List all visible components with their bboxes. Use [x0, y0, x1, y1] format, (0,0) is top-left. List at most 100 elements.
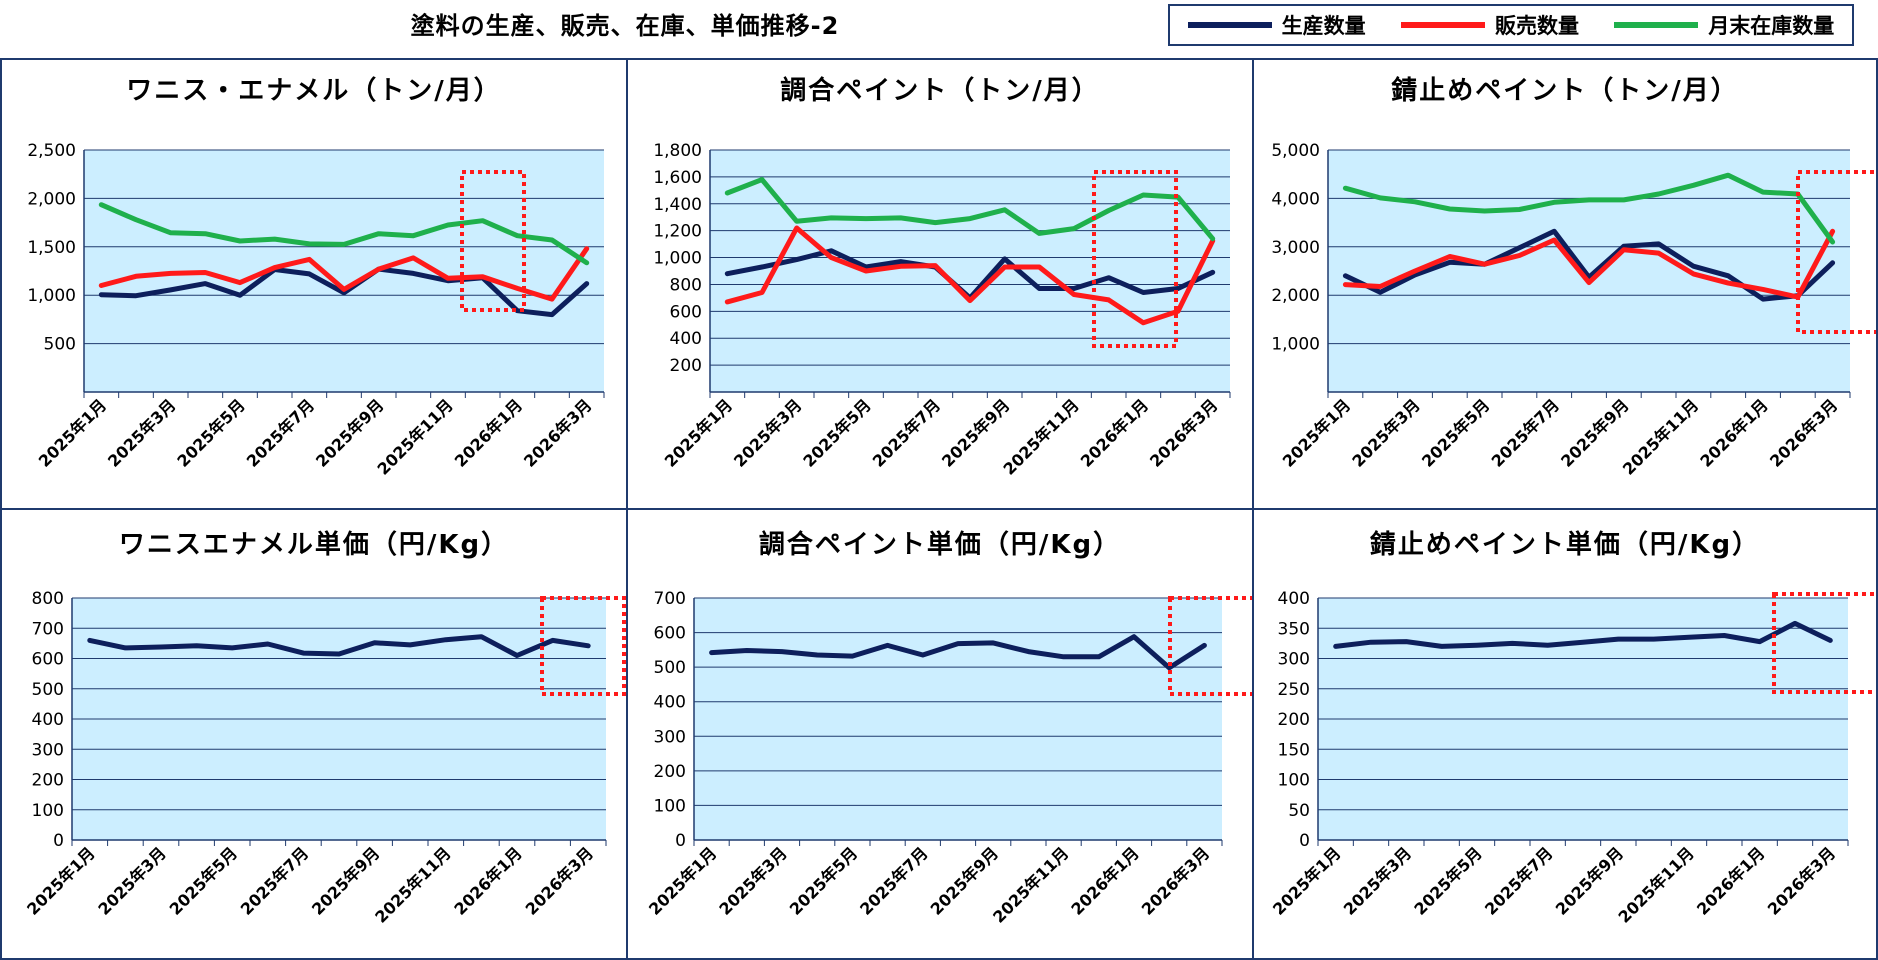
x-tick-label: 2026年1月	[451, 395, 526, 470]
x-tick-label: 2025年9月	[1557, 395, 1632, 470]
y-tick-label: 300	[1278, 650, 1310, 670]
x-tick-label: 2025年1月	[35, 395, 110, 470]
y-tick-label: 0	[675, 831, 686, 851]
legend-label-sales: 販売数量	[1494, 14, 1579, 38]
series-line	[709, 634, 1207, 671]
x-tick-label: 2025年7月	[856, 843, 931, 918]
chart-title: 錆止めペイント（トン/月）	[1391, 76, 1739, 106]
x-tick-label: 2026年3月	[522, 843, 597, 918]
x-tick-label: 2026年3月	[520, 395, 595, 470]
y-tick-label: 1,500	[27, 238, 76, 258]
x-tick-label: 2025年11月	[989, 843, 1072, 926]
x-tick-label: 2025年7月	[243, 395, 318, 470]
chart-panel-varnish-price: ワニスエナメル単価（円/Kg） 0 100 200 300 400 500 600 700 80…	[2, 510, 628, 958]
x-tick-label: 2025年11月	[1615, 843, 1698, 926]
plot-area	[1328, 150, 1850, 392]
y-tick-label: 2,000	[27, 189, 76, 209]
x-tick-label: 2026年1月	[1696, 395, 1771, 470]
x-tick-label: 2025年5月	[173, 395, 248, 470]
chart-title: 調合ペイント単価（円/Kg）	[758, 530, 1122, 560]
highlight-box	[540, 596, 626, 696]
x-tick-label: 2025年1月	[1279, 395, 1354, 470]
chart-blended-volume: 200 400 600 800 1,000 1,200 1,400 1,600 1,800 202…	[653, 141, 1231, 479]
series-line	[724, 177, 1216, 242]
y-tick-label: 150	[1278, 740, 1310, 760]
chart-title: 錆止めペイント単価（円/Kg）	[1369, 530, 1761, 560]
legend-swatch-sales	[1400, 22, 1485, 28]
x-tick-label: 2025年9月	[308, 843, 383, 918]
x-tick-label: 2025年7月	[869, 395, 944, 470]
y-tick-label: 200	[670, 356, 702, 376]
y-tick-label: 2,500	[27, 141, 76, 161]
x-tick-label: 2026年1月	[450, 843, 525, 918]
series-line	[1342, 228, 1836, 300]
y-tick-label: 4,000	[1271, 189, 1320, 209]
x-tick-label: 2026年3月	[1138, 843, 1213, 918]
y-tick-label: 300	[32, 740, 64, 760]
y-tick-label: 0	[53, 831, 64, 851]
y-tick-label: 50	[1288, 801, 1310, 821]
chart-varnish-price: 01002003004005006007008002025年1月2025年3月2…	[23, 589, 626, 927]
y-tick-label: 0	[1299, 831, 1310, 851]
y-tick-label: 800	[32, 589, 64, 609]
x-tick-label: 2025年3月	[715, 843, 790, 918]
chart-blended-price: 01002003004005006007002025年1月2025年3月2025…	[645, 589, 1252, 927]
x-tick-label: 2025年5月	[166, 843, 241, 918]
y-tick-label: 200	[1278, 710, 1310, 730]
legend-label-inventory: 月末在庫数量	[1708, 14, 1835, 38]
y-tick-label: 700	[32, 619, 64, 639]
plot-area	[694, 598, 1222, 840]
x-tick-label: 2026年3月	[1146, 395, 1221, 470]
x-tick-label: 2025年5月	[786, 843, 861, 918]
y-tick-label: 250	[1278, 680, 1310, 700]
x-tick-label: 2025年3月	[94, 843, 169, 918]
x-tick-label: 2025年9月	[938, 395, 1013, 470]
y-tick-label: 500	[654, 658, 686, 678]
highlight-box	[460, 170, 526, 312]
highlight-box	[1168, 596, 1252, 696]
y-tick-label: 350	[1278, 619, 1310, 639]
chart-panel-rustproof-price: 錆止めペイント単価（円/Kg） 0 50 100 150 200 250 300 350 400…	[1254, 510, 1876, 958]
y-tick-label: 400	[1278, 589, 1310, 609]
chart-grid: ワニス・エナメル（トン/月） 500 1,000 1,500 2,000 2,500 20…	[0, 58, 1878, 960]
x-tick-label: 2025年11月	[371, 843, 454, 926]
y-tick-label: 600	[32, 650, 64, 670]
y-tick-label: 3,000	[1271, 238, 1320, 258]
series-line	[724, 225, 1216, 326]
y-tick-label: 400	[670, 329, 702, 349]
series-line	[98, 246, 590, 302]
chart-rustproof-volume: 1,0002,0003,0004,0005,0002025年1月2025年3月2…	[1271, 141, 1876, 479]
y-tick-label: 300	[654, 727, 686, 747]
series-line	[1333, 620, 1833, 649]
y-tick-label: 800	[670, 275, 702, 295]
x-tick-label: 2025年7月	[1488, 395, 1563, 470]
page-title: 塗料の生産、販売、在庫、単価推移-2	[410, 12, 840, 40]
chart-panel-blended-price: 調合ペイント単価（円/Kg） 0 100 200 300 400 500 600 700 202…	[628, 510, 1254, 958]
y-tick-label: 200	[32, 771, 64, 791]
series-line	[1342, 172, 1836, 245]
x-tick-label: 2026年1月	[1067, 843, 1142, 918]
chart-panel-varnish-volume: ワニス・エナメル（トン/月） 500 1,000 1,500 2,000 2,500 20…	[2, 60, 628, 510]
x-tick-label: 2025年7月	[237, 843, 312, 918]
x-tick-label: 2025年5月	[799, 395, 874, 470]
y-tick-label: 1,000	[1271, 335, 1320, 355]
series-line	[98, 202, 590, 266]
x-tick-label: 2026年3月	[1764, 843, 1839, 918]
series-line	[1342, 228, 1836, 302]
y-tick-label: 1,000	[653, 249, 702, 269]
legend-item-production: 生産数量	[1187, 10, 1366, 40]
chart-title: 調合ペイント（トン/月）	[780, 76, 1100, 106]
legend-item-inventory: 月末在庫数量	[1614, 10, 1834, 40]
x-tick-label: 2025年5月	[1418, 395, 1493, 470]
y-tick-label: 600	[654, 624, 686, 644]
y-tick-label: 400	[32, 710, 64, 730]
y-tick-label: 100	[654, 796, 686, 816]
y-tick-label: 1,400	[653, 195, 702, 215]
plot-area	[710, 150, 1230, 392]
y-tick-label: 1,000	[27, 286, 76, 306]
legend-swatch-inventory	[1614, 22, 1699, 28]
x-tick-label: 2025年1月	[23, 843, 98, 918]
x-tick-label: 2025年1月	[661, 395, 736, 470]
x-tick-label: 2025年7月	[1481, 843, 1556, 918]
chart-varnish-volume: 5001,0001,5002,0002,5002025年1月2025年3月202…	[27, 141, 605, 479]
